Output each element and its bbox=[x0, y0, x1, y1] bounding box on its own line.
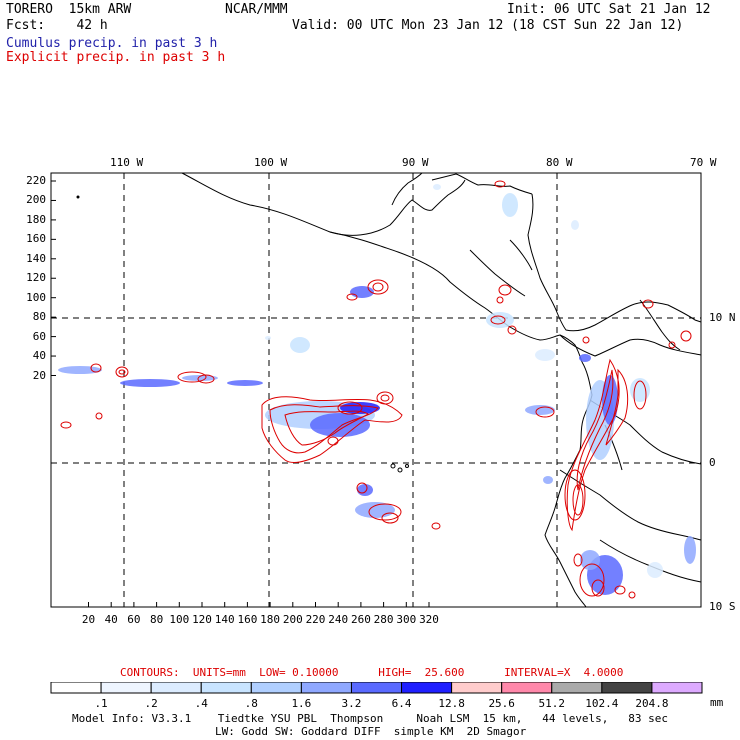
x-tick-label: 180 bbox=[260, 613, 281, 626]
colorbar-swatch bbox=[100, 682, 152, 694]
axis-ticks bbox=[51, 180, 430, 607]
x-tick-label: 20 bbox=[81, 613, 96, 626]
mexico-coast bbox=[181, 172, 466, 236]
colorbar-label: .2 bbox=[144, 697, 158, 710]
y-tick-label: 120 bbox=[26, 271, 46, 285]
y-tick-label: 160 bbox=[26, 232, 46, 246]
colorbar-unit: mm bbox=[710, 696, 724, 709]
x-tick-label: 60 bbox=[127, 613, 141, 626]
lon-label-100w: 100 W bbox=[254, 156, 288, 169]
lat-label-0: 0 bbox=[709, 456, 716, 469]
galapagos-islands bbox=[76, 195, 409, 473]
gulf-honduras bbox=[431, 173, 533, 195]
y-tick-label: 60 bbox=[32, 329, 46, 343]
lat-label-10n: 10 N bbox=[709, 311, 736, 324]
yucatan-west bbox=[391, 172, 423, 206]
init-time: Init: 06 UTC Sat 21 Jan 12 bbox=[507, 2, 711, 17]
y-tick-label: 180 bbox=[26, 212, 46, 226]
lon-label-90w: 90 W bbox=[402, 156, 429, 169]
colorbar-label: 6.4 bbox=[391, 697, 412, 710]
x-tick-label: 320 bbox=[419, 613, 439, 626]
explicit-precip-contours bbox=[60, 180, 692, 599]
colorbar-swatch bbox=[350, 682, 403, 694]
caribbean-coast bbox=[527, 193, 702, 332]
y-tick-label: 80 bbox=[32, 310, 46, 324]
colorbar bbox=[50, 682, 703, 694]
x-tick-label: 160 bbox=[237, 613, 258, 626]
honduras-border bbox=[509, 239, 533, 271]
colorbar-swatch bbox=[250, 682, 302, 694]
colorbar-label: 3.2 bbox=[341, 697, 362, 710]
y-tick-label: 20 bbox=[32, 368, 46, 382]
nicaragua-border bbox=[469, 249, 526, 297]
colorbar-label: .1 bbox=[94, 697, 108, 710]
lon-label-80w: 80 W bbox=[546, 156, 573, 169]
x-tick-label: 200 bbox=[282, 613, 303, 626]
colorbar-swatch bbox=[451, 682, 503, 694]
colorbar-swatch bbox=[50, 682, 102, 694]
x-tick-label: 100 bbox=[169, 613, 190, 626]
colorbar-label: 102.4 bbox=[585, 697, 619, 710]
contour-info: CONTOURS: UNITS=mm LOW= 0.10000 HIGH= 25… bbox=[120, 666, 624, 679]
andes-border-4 bbox=[599, 539, 702, 583]
colorbar-label: 25.6 bbox=[488, 697, 515, 710]
colorbar-label: .8 bbox=[244, 697, 258, 710]
institution-label: NCAR/MMM bbox=[225, 2, 288, 17]
colorbar-swatch bbox=[300, 682, 352, 694]
x-tick-label: 80 bbox=[149, 613, 164, 626]
lon-label-70w: 70 W bbox=[690, 156, 717, 169]
colorbar-label: 204.8 bbox=[635, 697, 669, 710]
map-frame bbox=[50, 172, 702, 608]
x-tick-label: 220 bbox=[305, 613, 326, 626]
andes-border-3 bbox=[559, 469, 702, 541]
x-tick-label: 40 bbox=[104, 613, 118, 626]
colorbar-swatch bbox=[651, 682, 703, 694]
x-tick-label: 280 bbox=[373, 613, 394, 626]
y-tick-label: 140 bbox=[26, 251, 46, 265]
andes-border-1 bbox=[559, 334, 702, 357]
x-tick-label: 260 bbox=[350, 613, 371, 626]
forecast-hour: Fcst: 42 h bbox=[6, 18, 108, 33]
lat-label-10s: 10 S bbox=[709, 600, 736, 613]
model-info-line2: LW: Godd SW: Goddard DIFF simple KM 2D S… bbox=[215, 725, 527, 738]
colorbar-swatch bbox=[551, 682, 603, 694]
model-title: TORERO 15km ARW bbox=[6, 2, 132, 17]
colorbar-label: .4 bbox=[194, 697, 208, 710]
y-tick-label: 100 bbox=[26, 290, 46, 304]
x-tick-label: 120 bbox=[192, 613, 212, 626]
y-tick-label: 220 bbox=[26, 174, 46, 187]
model-info-line1: Model Info: V3.3.1 Tiedtke YSU PBL Thomp… bbox=[72, 712, 669, 725]
valid-time: Valid: 00 UTC Mon 23 Jan 12 (18 CST Sun … bbox=[292, 18, 684, 33]
coastlines bbox=[181, 172, 702, 608]
colorbar-swatch bbox=[150, 682, 202, 694]
explicit-legend: Explicit precip. in past 3 h bbox=[6, 50, 226, 65]
venezuela-border bbox=[639, 299, 681, 351]
colorbar-swatch bbox=[501, 682, 553, 694]
x-tick-label: 240 bbox=[328, 613, 349, 626]
x-tick-label: 300 bbox=[396, 613, 417, 626]
colorbar-swatch bbox=[200, 682, 252, 694]
colorbar-label: 1.6 bbox=[291, 697, 312, 710]
graticule bbox=[51, 173, 701, 607]
cumulus-legend: Cumulus precip. in past 3 h bbox=[6, 36, 218, 51]
colorbar-label: 51.2 bbox=[538, 697, 566, 710]
colorbar-swatch bbox=[601, 682, 653, 694]
colorbar-label: 12.8 bbox=[438, 697, 465, 710]
colorbar-swatch bbox=[401, 682, 453, 694]
central-america-pacific bbox=[329, 231, 583, 363]
lon-label-110w: 110 W bbox=[110, 156, 144, 169]
y-tick-label: 200 bbox=[26, 193, 46, 207]
y-tick-label: 40 bbox=[32, 349, 46, 363]
cumulus-precip-areas bbox=[58, 184, 696, 595]
x-tick-label: 140 bbox=[214, 613, 235, 626]
